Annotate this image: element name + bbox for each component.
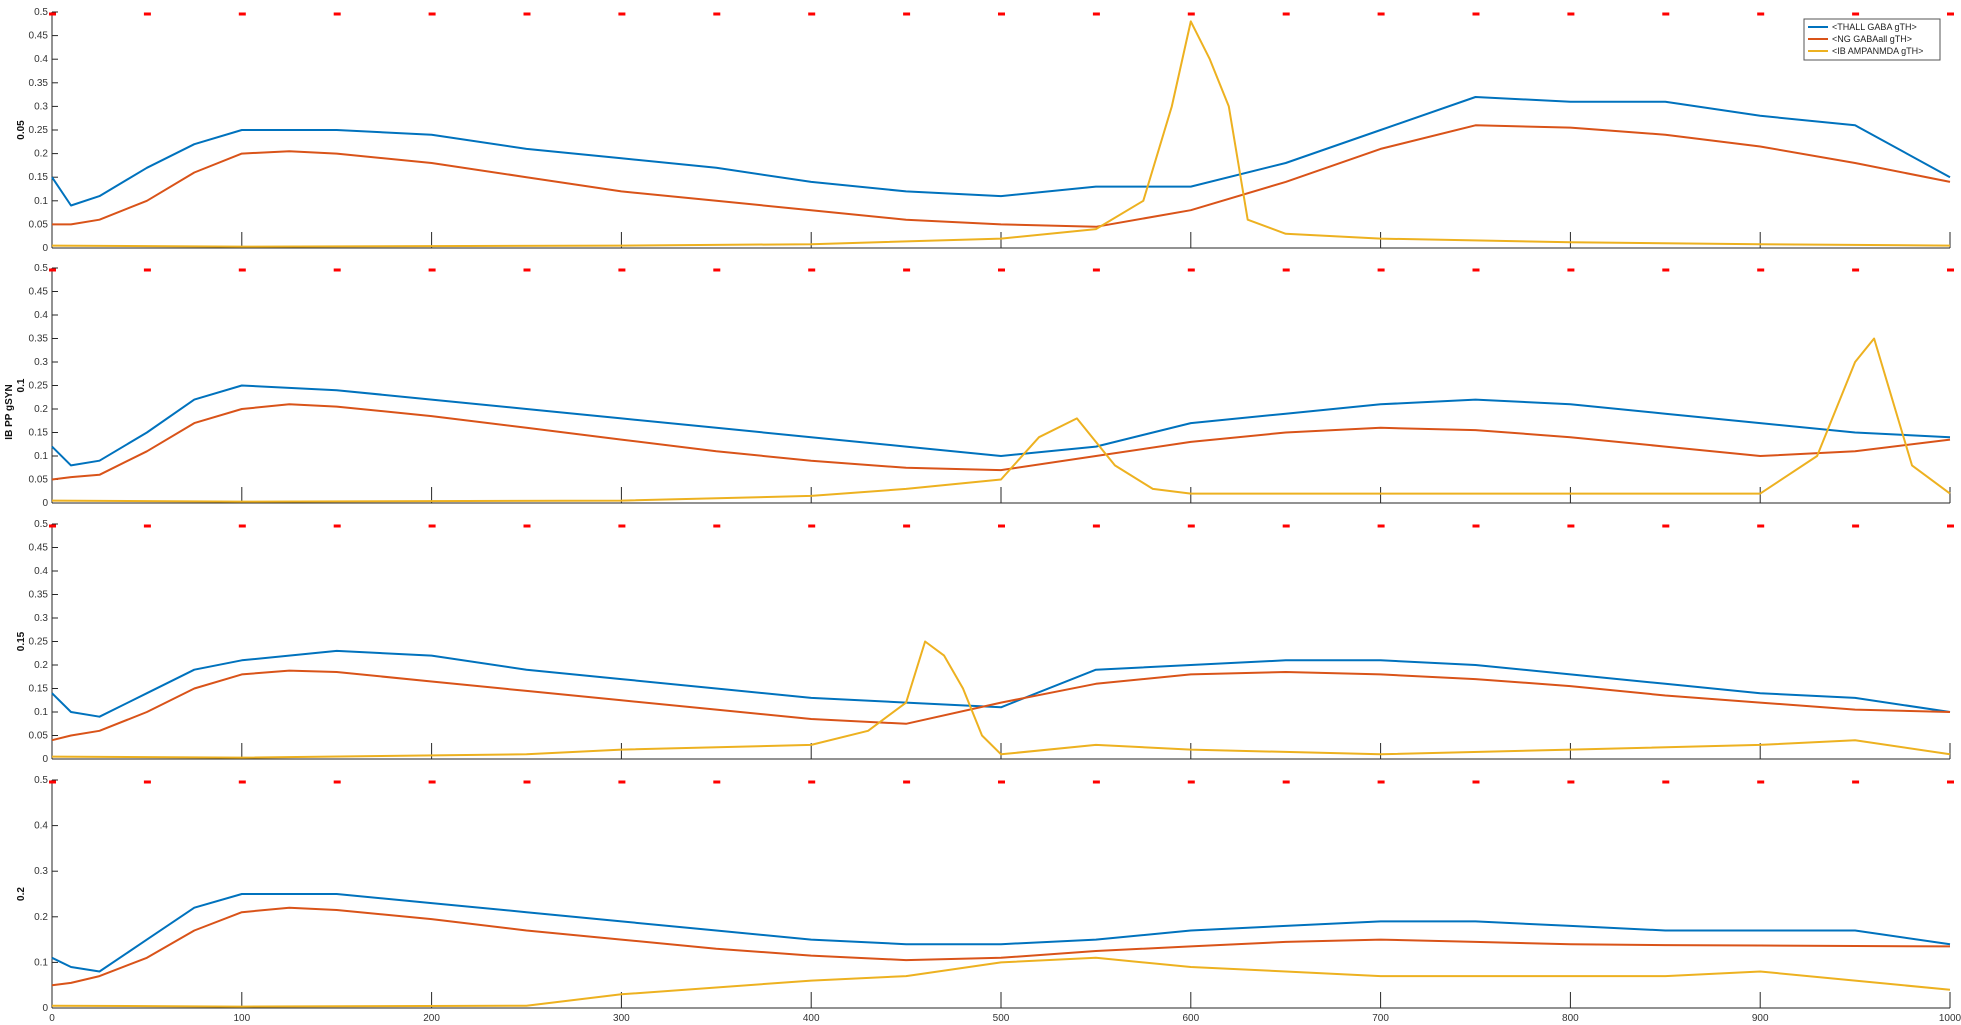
y-tick-label: 0.1 (34, 707, 48, 718)
panels: 0 0.05 0.1 0.15 0.2 0.25 0.3 0.35 0.4 0.45 0.5 0.05… (16, 7, 1961, 1024)
legend-entry-ng: <NG GABAall gTH> (1832, 34, 1912, 44)
x-tick-label: 100 (233, 1013, 250, 1024)
panel-label: 0.05 (16, 120, 27, 140)
x-tick-label: 400 (803, 1013, 820, 1024)
y-tick-label: 0.35 (29, 334, 49, 345)
y-tick-label: 0.3 (34, 101, 48, 112)
y-tick-label: 0.4 (34, 566, 48, 577)
y-tick-label: 0.5 (34, 519, 48, 530)
y-tick-label: 0.1 (34, 957, 48, 968)
series-line-thall (51, 649, 1951, 718)
legend: <THALL GABA gTH> <NG GABAall gTH> <IB AM… (1803, 18, 1941, 61)
y-tick-label: 0.05 (29, 731, 49, 742)
y-tick-label: 0.5 (34, 775, 48, 786)
panel-label: 0.2 (16, 887, 27, 901)
y-tick-label: 0 (42, 498, 48, 509)
x-tick-label: 800 (1562, 1013, 1579, 1024)
y-tick-label: 0.45 (29, 31, 49, 42)
series-line-ng (51, 669, 1951, 742)
y-tick-label: 0.15 (29, 428, 49, 439)
x-tick-label: 900 (1752, 1013, 1769, 1024)
y-tick-label: 0.15 (29, 172, 49, 183)
y-tick-label: 0.5 (34, 263, 48, 274)
y-tick-label: 0.4 (34, 821, 48, 832)
y-tick-label: 0.4 (34, 54, 48, 65)
y-tick-label: 0.3 (34, 613, 48, 624)
y-tick-label: 0.1 (34, 451, 48, 462)
y-tick-label: 0.45 (29, 543, 49, 554)
figure-ylabel: IB PP gSYN (4, 384, 15, 439)
y-tick-label: 0.45 (29, 287, 49, 298)
x-tick-label: 200 (423, 1013, 440, 1024)
series-line-ib (51, 20, 1951, 248)
series-line-ng (52, 124, 1951, 228)
panel-label: 0.1 (16, 378, 27, 392)
legend-entry-ib: <IB AMPANMDA gTH> (1832, 46, 1923, 56)
x-tick-label: 300 (613, 1013, 630, 1024)
panel-3: 0 0.1 0.2 0.3 0.4 0.5 0 100 200 300 400 500 600 700 80… (16, 775, 1961, 1024)
series-line-thall (51, 96, 1951, 207)
panel-label: 0.15 (16, 631, 27, 651)
y-tick-label: 0.4 (34, 310, 48, 321)
panel-2: 0 0.05 0.1 0.15 0.2 0.25 0.3 0.35 0.4 0.45 0.5 0.15 (16, 519, 1954, 765)
series-line-ib (51, 640, 1951, 759)
legend-entry-thall: <THALL GABA gTH> (1832, 22, 1917, 32)
x-tick-label: 600 (1182, 1013, 1199, 1024)
y-tick-label: 0.05 (29, 219, 49, 230)
y-tick-label: 0.35 (29, 590, 49, 601)
y-tick-label: 0.25 (29, 381, 49, 392)
panel-1: 0 0.05 0.1 0.15 0.2 0.25 0.3 0.35 0.4 0.45 0.5 0.1 (16, 263, 1954, 509)
x-tick-label: 700 (1372, 1013, 1389, 1024)
y-tick-label: 0.25 (29, 637, 49, 648)
y-tick-label: 0.1 (34, 196, 48, 207)
x-tick-label: 500 (993, 1013, 1010, 1024)
panel-0: 0 0.05 0.1 0.15 0.2 0.25 0.3 0.35 0.4 0.45 0.5 0.05 (16, 7, 1954, 254)
series-line-ng (51, 906, 1951, 987)
y-tick-label: 0.15 (29, 684, 49, 695)
y-tick-label: 0.25 (29, 125, 49, 136)
y-tick-label: 0.2 (34, 660, 48, 671)
y-tick-label: 0.3 (34, 866, 48, 877)
x-tick-label: 0 (49, 1013, 55, 1024)
series-line-ib (51, 956, 1951, 1008)
series-line-ib (51, 337, 1951, 503)
y-tick-label: 0.2 (34, 149, 48, 160)
y-tick-label: 0.35 (29, 78, 49, 89)
y-tick-label: 0.05 (29, 475, 49, 486)
y-tick-label: 0.5 (34, 7, 48, 18)
series-line-thall (51, 893, 1951, 973)
y-tick-label: 0.2 (34, 404, 48, 415)
y-tick-label: 0 (42, 754, 48, 765)
y-tick-label: 0 (42, 243, 48, 254)
series-line-thall (51, 384, 1951, 467)
y-tick-label: 0.3 (34, 357, 48, 368)
y-tick-label: 0.2 (34, 912, 48, 923)
y-tick-label: 0 (42, 1003, 48, 1014)
x-tick-label: 1000 (1939, 1013, 1961, 1024)
series-line-ng (51, 403, 1951, 481)
